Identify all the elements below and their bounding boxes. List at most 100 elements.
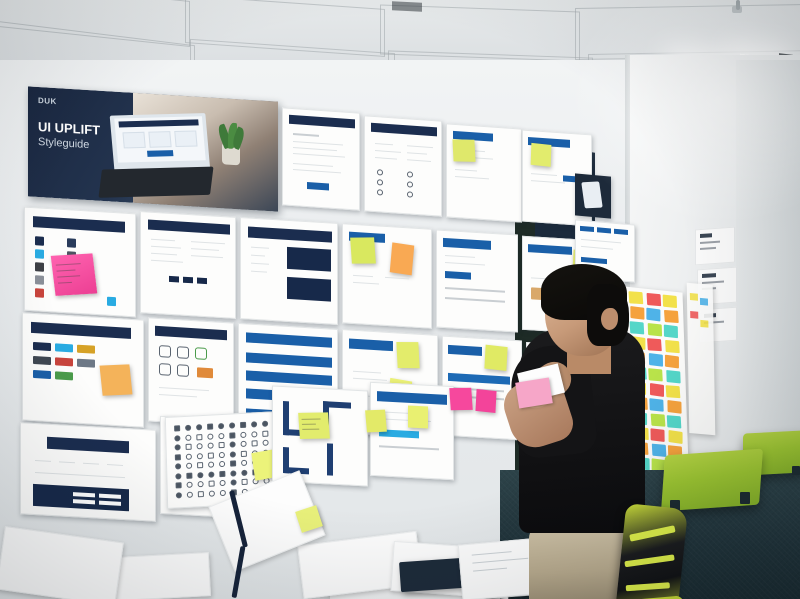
table-sheet[interactable] xyxy=(240,217,338,325)
far-wall-sheet[interactable] xyxy=(695,226,735,266)
library-icon[interactable] xyxy=(207,423,214,430)
library-icon[interactable] xyxy=(186,462,193,469)
text-line xyxy=(353,370,381,374)
spacing-sheet[interactable] xyxy=(364,115,442,217)
grid-bracket-sheet[interactable] xyxy=(272,385,368,487)
library-icon[interactable] xyxy=(240,450,247,457)
library-icon[interactable] xyxy=(175,463,182,470)
library-icon[interactable] xyxy=(229,441,236,448)
sticky-note-yellow-nav[interactable] xyxy=(452,139,476,162)
library-icon[interactable] xyxy=(174,444,181,451)
library-icon[interactable] xyxy=(262,439,269,446)
library-icon[interactable] xyxy=(241,469,248,476)
library-icon[interactable] xyxy=(240,440,247,448)
text-line xyxy=(353,281,379,285)
text-line xyxy=(293,163,333,167)
text-line xyxy=(293,141,343,146)
button-sample xyxy=(77,358,95,368)
library-icon[interactable] xyxy=(230,460,237,467)
bullet-icon xyxy=(407,191,413,198)
library-icon[interactable] xyxy=(218,441,225,449)
library-icon[interactable] xyxy=(207,451,214,459)
sticky-note-yellow-lower[interactable] xyxy=(408,405,428,429)
library-icon[interactable] xyxy=(197,481,204,488)
library-icon[interactable] xyxy=(197,471,204,478)
library-icon[interactable] xyxy=(207,442,214,449)
library-icon[interactable] xyxy=(208,480,215,487)
library-icon[interactable] xyxy=(219,470,226,477)
library-icon[interactable] xyxy=(208,470,215,478)
color-palette-sheet[interactable] xyxy=(24,206,136,318)
library-icon[interactable] xyxy=(230,469,237,477)
library-icon[interactable] xyxy=(262,430,269,437)
library-icon[interactable] xyxy=(174,434,181,442)
library-icon[interactable] xyxy=(196,433,203,440)
library-icon[interactable] xyxy=(186,472,193,479)
library-icon[interactable] xyxy=(229,431,236,439)
sticky-note-orange-modal[interactable] xyxy=(389,242,415,276)
affinity-sticky-note[interactable] xyxy=(668,430,683,444)
library-icon[interactable] xyxy=(230,479,237,486)
library-icon[interactable] xyxy=(219,460,226,468)
library-icon[interactable] xyxy=(218,432,225,439)
sticky-note-yellow-grid[interactable] xyxy=(530,142,552,167)
sticky-note-pink-palette[interactable] xyxy=(50,253,98,296)
ceiling-vent xyxy=(392,1,422,12)
library-icon[interactable] xyxy=(240,421,247,429)
library-icon[interactable] xyxy=(185,453,192,460)
library-icon[interactable] xyxy=(251,440,258,447)
library-icon[interactable] xyxy=(175,472,182,479)
library-icon[interactable] xyxy=(219,489,226,496)
layout-sheet[interactable] xyxy=(446,123,522,223)
sheet-header-bar xyxy=(371,122,437,137)
library-icon[interactable] xyxy=(251,421,258,428)
library-icon[interactable] xyxy=(186,491,193,498)
library-icon[interactable] xyxy=(197,462,204,469)
text-styles-sheet[interactable] xyxy=(140,211,236,319)
library-icon[interactable] xyxy=(208,461,215,468)
library-icon[interactable] xyxy=(218,422,225,430)
alerts-sheet[interactable] xyxy=(20,422,156,522)
cover-sheet[interactable]: DUK UI UPLIFT Styleguide xyxy=(28,86,278,212)
library-icon[interactable] xyxy=(196,443,203,450)
dark-notebook[interactable] xyxy=(399,557,465,593)
button-sheet[interactable] xyxy=(22,312,144,428)
sticky-note-pink-lower2[interactable] xyxy=(475,388,497,414)
library-icon[interactable] xyxy=(197,490,204,497)
library-icon[interactable] xyxy=(241,478,248,486)
library-icon[interactable] xyxy=(174,453,181,461)
sketch-icon xyxy=(159,345,171,358)
library-icon[interactable] xyxy=(219,479,226,487)
library-icon[interactable] xyxy=(185,424,192,431)
library-icon[interactable] xyxy=(207,432,214,440)
library-icon[interactable] xyxy=(196,452,203,459)
library-icon[interactable] xyxy=(175,482,182,489)
library-icon[interactable] xyxy=(185,443,192,450)
library-icon[interactable] xyxy=(262,420,269,427)
sticky-note-yellow-bracket[interactable] xyxy=(298,412,330,439)
library-icon[interactable] xyxy=(229,450,236,458)
sticky-note-orange-buttons[interactable] xyxy=(99,364,133,396)
typography-sheet[interactable] xyxy=(282,107,360,211)
device-poster[interactable] xyxy=(575,173,611,219)
library-icon[interactable] xyxy=(218,451,225,458)
library-icon[interactable] xyxy=(185,434,192,441)
sheet-header-bar xyxy=(289,114,355,129)
sticky-note-yellow-modal[interactable] xyxy=(350,237,376,264)
library-icon[interactable] xyxy=(229,422,236,429)
text-line xyxy=(35,472,125,479)
modal-sheet[interactable] xyxy=(342,223,432,329)
library-icon[interactable] xyxy=(196,424,203,431)
library-icon[interactable] xyxy=(241,459,248,467)
sticky-note-yellow-lower2[interactable] xyxy=(365,409,387,433)
affinity-poster-secondary[interactable] xyxy=(686,282,716,436)
library-icon[interactable] xyxy=(240,431,247,438)
library-icon[interactable] xyxy=(174,425,181,432)
sticky-note-pink-lower[interactable] xyxy=(449,387,473,411)
library-icon[interactable] xyxy=(251,430,258,438)
sticky-note-yellow-flow[interactable] xyxy=(396,341,420,369)
sketch-sheet[interactable] xyxy=(148,317,234,427)
library-icon[interactable] xyxy=(175,491,182,498)
library-icon[interactable] xyxy=(186,481,193,488)
library-icon[interactable] xyxy=(208,489,215,497)
